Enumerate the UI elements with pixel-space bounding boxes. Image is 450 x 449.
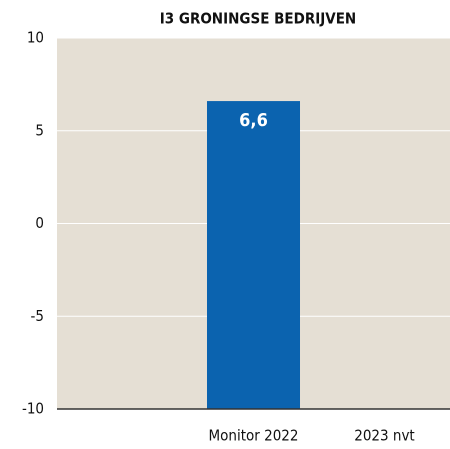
y-tick-label: 0: [35, 214, 44, 232]
y-tick-label: -5: [31, 307, 44, 325]
bar: [206, 101, 301, 409]
value-label: 6,6: [239, 110, 268, 131]
y-tick-label: -10: [22, 400, 44, 418]
y-tick-label: 10: [27, 29, 44, 47]
chart-title: I3 GRONINGSE BEDRIJVEN: [160, 10, 356, 28]
y-tick-label: 5: [35, 121, 44, 139]
x-tick-label: Monitor 2022: [209, 427, 299, 445]
x-tick-label: 2023 nvt: [354, 427, 414, 445]
